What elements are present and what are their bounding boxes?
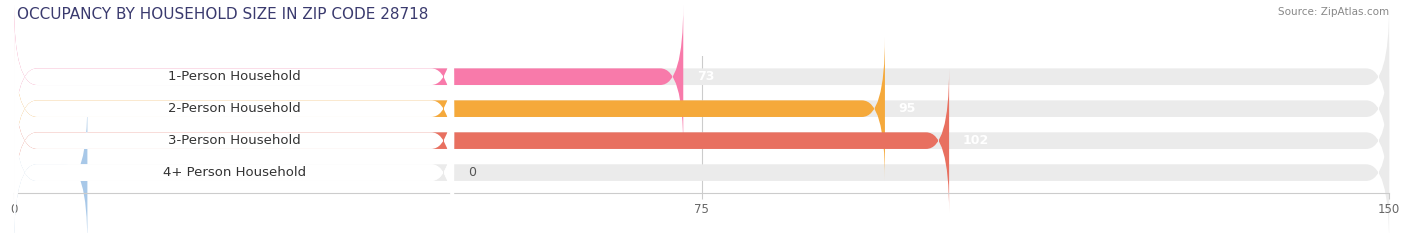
Text: 1-Person Household: 1-Person Household <box>167 70 301 83</box>
FancyBboxPatch shape <box>14 69 454 212</box>
Text: 4+ Person Household: 4+ Person Household <box>163 166 305 179</box>
Text: 0: 0 <box>468 166 475 179</box>
FancyBboxPatch shape <box>14 5 1389 148</box>
Text: 95: 95 <box>898 102 917 115</box>
FancyBboxPatch shape <box>14 5 454 148</box>
FancyBboxPatch shape <box>14 101 454 233</box>
FancyBboxPatch shape <box>14 69 949 212</box>
Text: 3-Person Household: 3-Person Household <box>167 134 301 147</box>
FancyBboxPatch shape <box>14 5 683 148</box>
FancyBboxPatch shape <box>14 101 87 233</box>
FancyBboxPatch shape <box>14 101 454 233</box>
FancyBboxPatch shape <box>14 69 1389 212</box>
FancyBboxPatch shape <box>14 37 884 180</box>
FancyBboxPatch shape <box>14 37 454 180</box>
Text: 102: 102 <box>963 134 988 147</box>
FancyBboxPatch shape <box>14 101 1389 233</box>
Text: 2-Person Household: 2-Person Household <box>167 102 301 115</box>
Text: Source: ZipAtlas.com: Source: ZipAtlas.com <box>1278 7 1389 17</box>
Text: 73: 73 <box>697 70 714 83</box>
FancyBboxPatch shape <box>14 37 1389 180</box>
Text: OCCUPANCY BY HOUSEHOLD SIZE IN ZIP CODE 28718: OCCUPANCY BY HOUSEHOLD SIZE IN ZIP CODE … <box>17 7 429 22</box>
